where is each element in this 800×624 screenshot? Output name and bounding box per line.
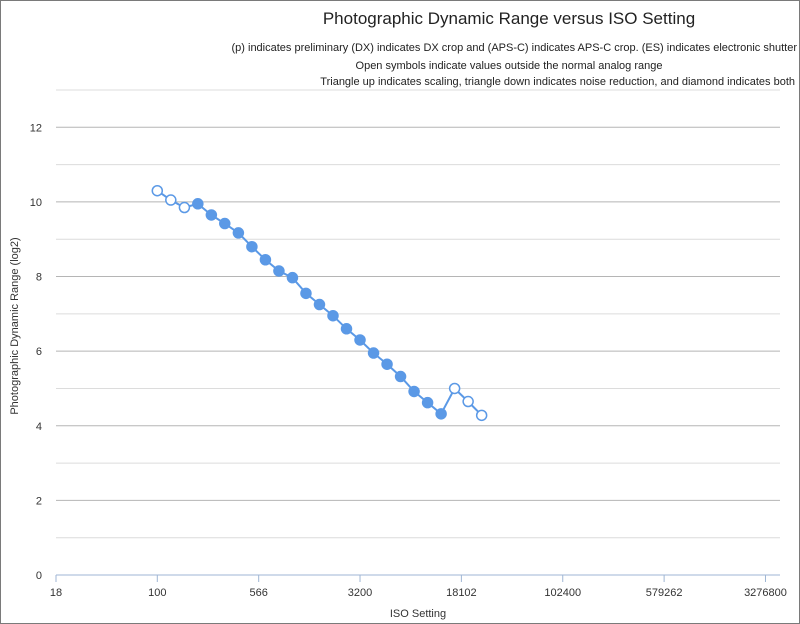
x-tick-label: 3276800 — [744, 587, 787, 599]
chart-subtitle-line-1: (p) indicates preliminary (DX) indicates… — [232, 42, 798, 54]
chart-subtitle-line-3: Triangle up indicates scaling, triangle … — [320, 76, 795, 88]
y-tick-label: 10 — [30, 197, 42, 209]
data-point-filled[interactable] — [259, 254, 272, 266]
x-tick-label: 579262 — [646, 587, 683, 599]
data-point-open[interactable] — [178, 201, 191, 214]
data-point-filled[interactable] — [205, 209, 218, 221]
data-point-open[interactable] — [462, 395, 474, 408]
data-point-open[interactable] — [475, 409, 488, 422]
x-tick-label: 102400 — [544, 587, 581, 599]
y-axis-title: Photographic Dynamic Range (log2) — [9, 237, 21, 414]
data-point-filled[interactable] — [219, 217, 231, 230]
data-point-filled[interactable] — [367, 347, 380, 359]
y-tick-label: 12 — [30, 122, 42, 134]
data-point-filled[interactable] — [232, 227, 245, 239]
x-tick-label: 3200 — [348, 587, 372, 599]
data-point-filled[interactable] — [381, 358, 393, 370]
y-tick-label: 4 — [36, 421, 42, 433]
data-point-filled[interactable] — [286, 271, 299, 284]
chart-subtitle-line-2: Open symbols indicate values outside the… — [356, 60, 663, 72]
data-point-filled[interactable] — [246, 240, 258, 253]
data-point-filled[interactable] — [408, 385, 420, 398]
data-point-filled[interactable] — [394, 370, 407, 383]
data-point-open[interactable] — [165, 194, 177, 206]
axis-layer: 0 2 4 6 8 10 12 18 100 566 3200 18102 102400 579262 32… — [30, 122, 787, 599]
data-point-filled[interactable] — [354, 334, 366, 346]
data-point-filled[interactable] — [313, 298, 326, 311]
data-point-open[interactable] — [448, 382, 461, 395]
data-point-filled[interactable] — [192, 198, 204, 210]
x-axis-title: ISO Setting — [390, 608, 446, 620]
data-point-filled[interactable] — [327, 309, 339, 322]
data-point-filled[interactable] — [421, 396, 434, 409]
x-tick-label: 100 — [148, 587, 166, 599]
x-tick-label: 566 — [250, 587, 268, 599]
grid-layer — [56, 89, 780, 539]
y-tick-label: 0 — [36, 570, 42, 582]
chart-title: Photographic Dynamic Range versus ISO Se… — [323, 9, 695, 28]
data-point-open[interactable] — [151, 184, 164, 197]
x-tick-label: 18 — [50, 587, 62, 599]
y-tick-label: 2 — [36, 495, 42, 507]
series-layer — [151, 184, 488, 422]
y-tick-label: 6 — [36, 346, 42, 358]
y-tick-label: 8 — [36, 272, 42, 284]
x-tick-label: 18102 — [446, 587, 477, 599]
data-point-filled[interactable] — [340, 323, 353, 335]
data-point-filled[interactable] — [273, 265, 285, 277]
data-point-filled[interactable] — [435, 408, 447, 420]
data-point-filled[interactable] — [300, 287, 312, 300]
